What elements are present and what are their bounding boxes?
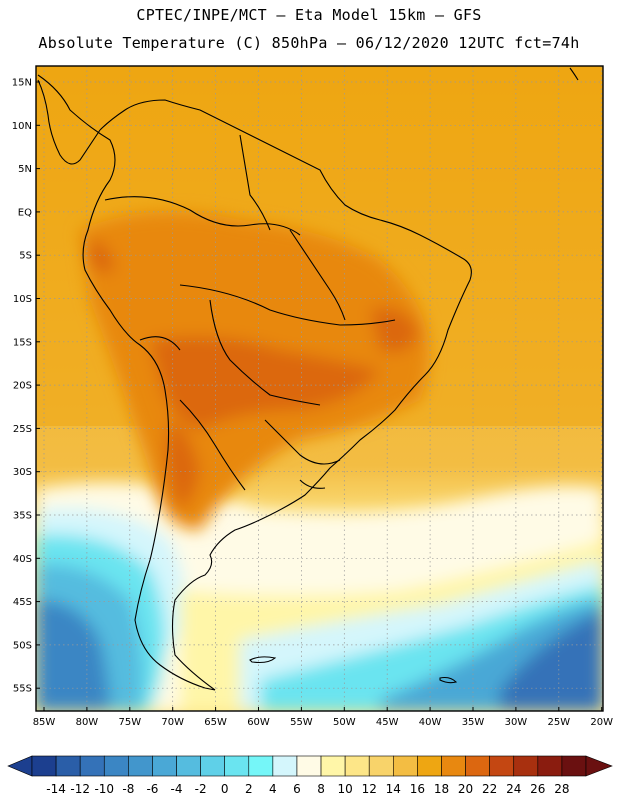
- colorbar-tick-label: -14: [46, 782, 66, 796]
- lat-tick-label: 50S: [13, 640, 32, 651]
- lat-tick-label: 15S: [13, 337, 32, 348]
- colorbar-tick-label: 12: [362, 782, 377, 796]
- lon-tick-label: 60W: [247, 717, 270, 728]
- colorbar-tick-label: 8: [317, 782, 325, 796]
- lat-tick-label: 25S: [13, 424, 32, 435]
- lat-tick-label: 10N: [12, 121, 32, 132]
- colorbar-swatch: [513, 755, 539, 777]
- colorbar-tick-label: 6: [293, 782, 301, 796]
- colorbar-swatch: [248, 755, 274, 777]
- colorbar-swatch: [272, 755, 298, 777]
- lat-tick-label: 20S: [13, 381, 32, 392]
- lat-tick-label: 5N: [18, 164, 32, 175]
- colorbar-swatch: [368, 755, 394, 777]
- colorbar-swatch: [465, 755, 490, 777]
- lon-tick-label: 70W: [161, 717, 184, 728]
- colorbar-swatch: [561, 755, 587, 777]
- colorbar-tick-label: -8: [122, 782, 134, 796]
- colorbar-tick-label: -12: [70, 782, 90, 796]
- lon-tick-label: 80W: [76, 717, 99, 728]
- lat-tick-label: 55S: [13, 684, 32, 695]
- colorbar-swatch: [537, 755, 563, 777]
- map-frame: [35, 65, 604, 712]
- lat-tick-label: 10S: [13, 294, 32, 305]
- lon-tick-label: 65W: [204, 717, 227, 728]
- colorbar-tick-label: 10: [337, 782, 352, 796]
- lat-tick-label: EQ: [18, 207, 32, 218]
- colorbar-tick-label: 24: [506, 782, 521, 796]
- lon-tick-label: 45W: [376, 717, 399, 728]
- lon-tick-label: 85W: [33, 717, 56, 728]
- title-line-2: Absolute Temperature (C) 850hPa – 06/12/…: [38, 34, 580, 52]
- lat-tick-label: 35S: [13, 511, 32, 522]
- lon-tick-label: 25W: [547, 717, 570, 728]
- colorbar-swatch: [79, 755, 105, 777]
- colorbar-swatch: [103, 755, 129, 777]
- colorbar-swatch: [224, 755, 250, 777]
- colorbar-swatch: [296, 755, 322, 777]
- colorbar-swatch: [152, 755, 177, 777]
- colorbar-swatch: [489, 755, 515, 777]
- colorbar-tick-label: 20: [458, 782, 473, 796]
- lon-tick-label: 40W: [419, 717, 442, 728]
- temperature-field: [36, 66, 603, 711]
- colorbar-swatch: [200, 755, 225, 777]
- colorbar-high-arrow: [585, 755, 613, 777]
- colorbar-swatch: [31, 755, 57, 777]
- lat-lon-grid: [36, 66, 603, 711]
- colorbar-tick-label: 4: [269, 782, 277, 796]
- colorbar-tick-label: 18: [434, 782, 449, 796]
- colorbar-swatch: [441, 755, 466, 777]
- colorbar-swatch: [344, 755, 370, 777]
- lat-tick-label: 5S: [19, 251, 32, 262]
- lat-tick-label: 45S: [13, 597, 32, 608]
- title-line-1: CPTEC/INPE/MCT – Eta Model 15km – GFS: [136, 6, 482, 24]
- lon-tick-label: 50W: [333, 717, 356, 728]
- colorbar: [7, 755, 613, 777]
- colorbar-swatch: [417, 755, 442, 777]
- colorbar-tick-label: 0: [221, 782, 229, 796]
- colorbar-low-arrow: [7, 755, 33, 777]
- lon-tick-label: 20W: [590, 717, 613, 728]
- colorbar-tick-label: 16: [410, 782, 425, 796]
- colorbar-tick-label: 22: [482, 782, 497, 796]
- colorbar-swatch: [55, 755, 81, 777]
- colorbar-swatch: [176, 755, 201, 777]
- colorbar-tick-label: -2: [195, 782, 207, 796]
- colorbar-labels: -14 -12 -10 -8 -6 -4 -2 0 2 4 6 8 10 12 14 16 18 20 22 24 26…: [46, 782, 569, 796]
- colorbar-swatch: [320, 755, 346, 777]
- colorbar-tick-label: -4: [171, 782, 183, 796]
- lon-tick-label: 55W: [290, 717, 313, 728]
- colorbar-tick-label: -6: [146, 782, 158, 796]
- lat-tick-label: 15N: [12, 78, 32, 89]
- lon-tick-label: 35W: [462, 717, 485, 728]
- latitude-labels: 15N 10N 5N EQ 5S 10S 15S 20S 25S 30S 35S 40S 45S 50S 5…: [12, 78, 40, 695]
- colorbar-tick-label: 2: [245, 782, 253, 796]
- colorbar-tick-label: 28: [554, 782, 569, 796]
- colorbar-tick-label: 14: [386, 782, 401, 796]
- lat-tick-label: 40S: [13, 554, 32, 565]
- lat-tick-label: 30S: [13, 467, 32, 478]
- coastlines: [37, 67, 579, 691]
- colorbar-swatch: [393, 755, 418, 777]
- lon-tick-label: 30W: [505, 717, 528, 728]
- lon-tick-label: 75W: [118, 717, 141, 728]
- longitude-labels: 85W 80W 75W 70W 65W 60W 55W 50W 45W 40W 35W 30W 25W 2…: [33, 707, 613, 728]
- colorbar-swatch: [128, 755, 153, 777]
- colorbar-tick-label: -10: [94, 782, 114, 796]
- colorbar-tick-label: 26: [530, 782, 545, 796]
